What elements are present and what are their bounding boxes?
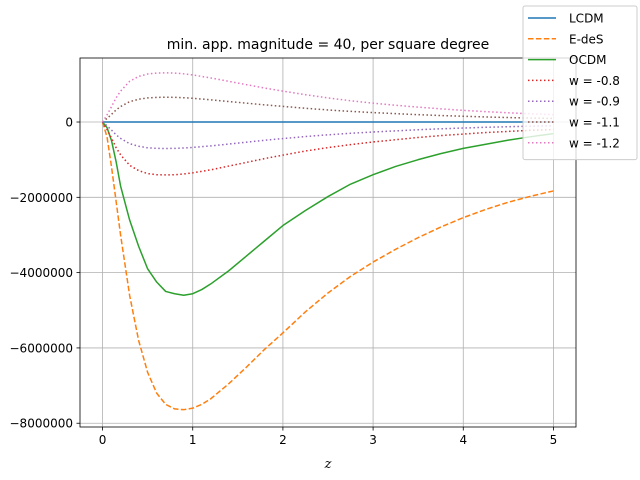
legend-box bbox=[522, 5, 638, 161]
x-tick-label: 0 bbox=[99, 433, 107, 447]
series-line-2 bbox=[101, 121, 554, 296]
legend-label: w = -1.1 bbox=[569, 116, 620, 130]
chart-title: min. app. magnitude = 40, per square deg… bbox=[167, 37, 490, 53]
y-tick-label: −8000000 bbox=[10, 417, 74, 431]
x-tick-label: 3 bbox=[369, 433, 377, 447]
y-tick-label: −4000000 bbox=[10, 266, 74, 280]
legend-label: E-deS bbox=[569, 32, 604, 46]
y-tick-label: −6000000 bbox=[10, 341, 74, 355]
y-tick-label: 0 bbox=[65, 116, 73, 130]
legend-label: w = -1.2 bbox=[569, 136, 620, 150]
x-axis-label: z bbox=[324, 457, 332, 472]
series-line-1 bbox=[101, 121, 554, 411]
plot-lines bbox=[101, 72, 554, 411]
y-tick-label: −2000000 bbox=[10, 191, 74, 205]
legend-label: LCDM bbox=[569, 12, 604, 26]
x-tick-label: 2 bbox=[279, 433, 287, 447]
x-tick-label: 4 bbox=[459, 433, 467, 447]
series-line-3 bbox=[101, 121, 554, 176]
series-line-6 bbox=[101, 72, 554, 123]
legend-label: w = -0.9 bbox=[569, 95, 620, 109]
plot-frame bbox=[79, 57, 577, 428]
legend: LCDM E-deS OCDM w = -0.8 w = -0.9 w = -1.1 w =… bbox=[522, 5, 638, 161]
x-tick-label: 5 bbox=[550, 433, 558, 447]
grid bbox=[80, 58, 576, 427]
x-tick-label: 1 bbox=[189, 433, 197, 447]
legend-label: OCDM bbox=[569, 53, 606, 67]
axis-ticks: 0 1 2 3 4 5 0 −2000000 −4000000 −6000000 −8000000 bbox=[10, 116, 558, 447]
legend-label: w = -0.8 bbox=[569, 74, 620, 88]
